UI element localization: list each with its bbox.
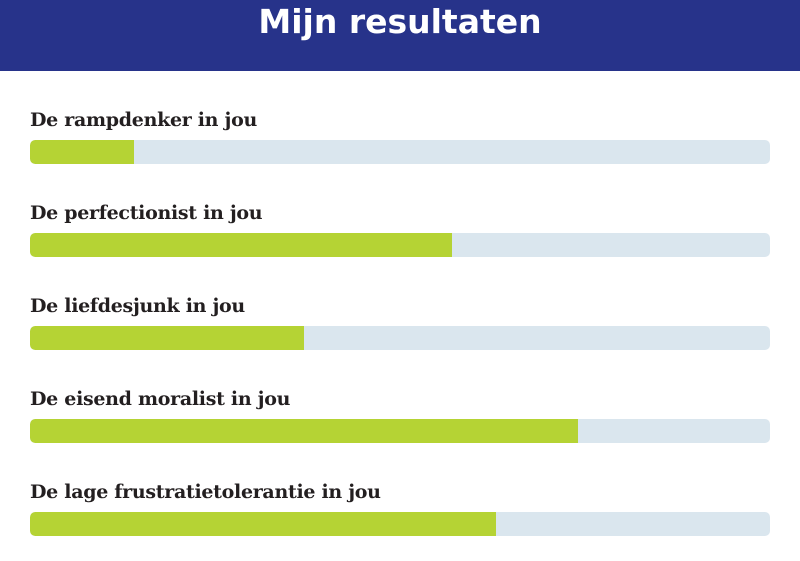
result-row: De perfectionist in jou: [30, 199, 770, 257]
result-label: De perfectionist in jou: [30, 202, 263, 224]
result-label: De eisend moralist in jou: [30, 388, 291, 410]
progress-fill: [30, 326, 304, 350]
result-row: De lage frustratietolerantie in jou: [30, 478, 770, 536]
progress-fill: [30, 140, 134, 164]
progress-fill: [30, 512, 497, 536]
result-label: De lage frustratietolerantie in jou: [30, 481, 381, 503]
result-label: De liefdesjunk in jou: [30, 295, 245, 317]
progress-bar: [30, 512, 770, 536]
progress-fill: [30, 419, 578, 443]
progress-bar: [30, 233, 770, 257]
page-title: Mijn resultaten: [258, 2, 542, 41]
result-row: De liefdesjunk in jou: [30, 292, 770, 350]
progress-fill: [30, 233, 452, 257]
result-row: De rampdenker in jou: [30, 106, 770, 164]
progress-bar: [30, 419, 770, 443]
progress-bar: [30, 140, 770, 164]
result-row: De eisend moralist in jou: [30, 385, 770, 443]
progress-bar: [30, 326, 770, 350]
result-label: De rampdenker in jou: [30, 109, 257, 131]
header: Mijn resultaten: [0, 0, 800, 71]
